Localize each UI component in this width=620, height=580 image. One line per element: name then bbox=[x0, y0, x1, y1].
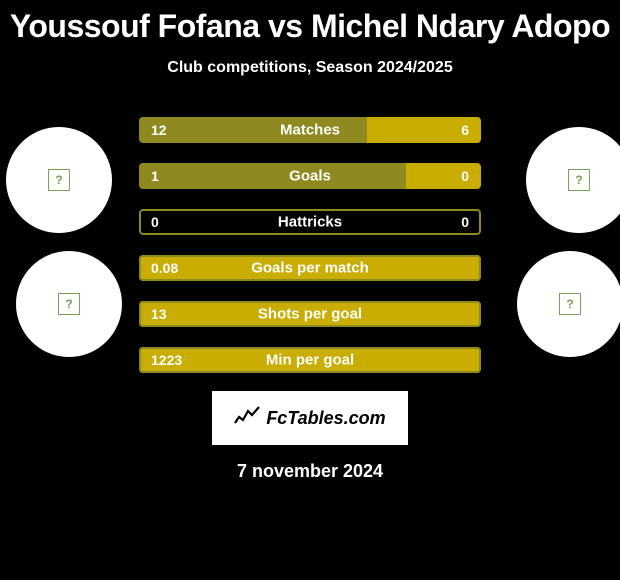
stat-label: Goals bbox=[289, 168, 331, 185]
player1-club-avatar: ? bbox=[16, 251, 122, 357]
stat-row: Matches 12 6 bbox=[139, 117, 481, 143]
stat-row: Shots per goal 13 bbox=[139, 301, 481, 327]
stat-row: Goals per match 0.08 bbox=[139, 255, 481, 281]
stat-label: Min per goal bbox=[266, 352, 354, 369]
stat-value-left: 1223 bbox=[151, 352, 182, 368]
image-placeholder-icon: ? bbox=[568, 169, 590, 191]
subtitle: Club competitions, Season 2024/2025 bbox=[0, 59, 620, 77]
player1-avatar: ? bbox=[6, 127, 112, 233]
image-placeholder-icon: ? bbox=[559, 293, 581, 315]
stat-row: Min per goal 1223 bbox=[139, 347, 481, 373]
stat-bar-left bbox=[139, 163, 406, 189]
stat-value-right: 0 bbox=[461, 214, 469, 230]
stat-value-left: 0.08 bbox=[151, 260, 178, 276]
brand-badge: FcTables.com bbox=[212, 391, 408, 445]
stat-value-left: 12 bbox=[151, 122, 167, 138]
brand-text: FcTables.com bbox=[266, 408, 385, 429]
stat-value-left: 0 bbox=[151, 214, 159, 230]
stat-value-right: 0 bbox=[461, 168, 469, 184]
player2-avatar: ? bbox=[526, 127, 620, 233]
stat-label: Shots per goal bbox=[258, 306, 362, 323]
stat-row: Goals 1 0 bbox=[139, 163, 481, 189]
stat-label: Hattricks bbox=[278, 214, 342, 231]
image-placeholder-icon: ? bbox=[48, 169, 70, 191]
stat-value-right: 6 bbox=[461, 122, 469, 138]
page-title: Youssouf Fofana vs Michel Ndary Adopo bbox=[0, 0, 620, 45]
date-text: 7 november 2024 bbox=[0, 461, 620, 482]
image-placeholder-icon: ? bbox=[58, 293, 80, 315]
stat-label: Goals per match bbox=[251, 260, 369, 277]
stat-row: Hattricks 0 0 bbox=[139, 209, 481, 235]
stats-bars: Matches 12 6 Goals 1 0 Hattricks 0 0 Goals per ma… bbox=[139, 117, 481, 373]
stat-value-left: 1 bbox=[151, 168, 159, 184]
stat-value-left: 13 bbox=[151, 306, 167, 322]
stat-label: Matches bbox=[280, 122, 340, 139]
player2-club-avatar: ? bbox=[517, 251, 620, 357]
stat-bar-right bbox=[406, 163, 481, 189]
brand-logo-icon bbox=[234, 405, 260, 431]
content-area: ? ? ? ? Matches126Goals10Hattricks00Goal… bbox=[0, 117, 620, 482]
